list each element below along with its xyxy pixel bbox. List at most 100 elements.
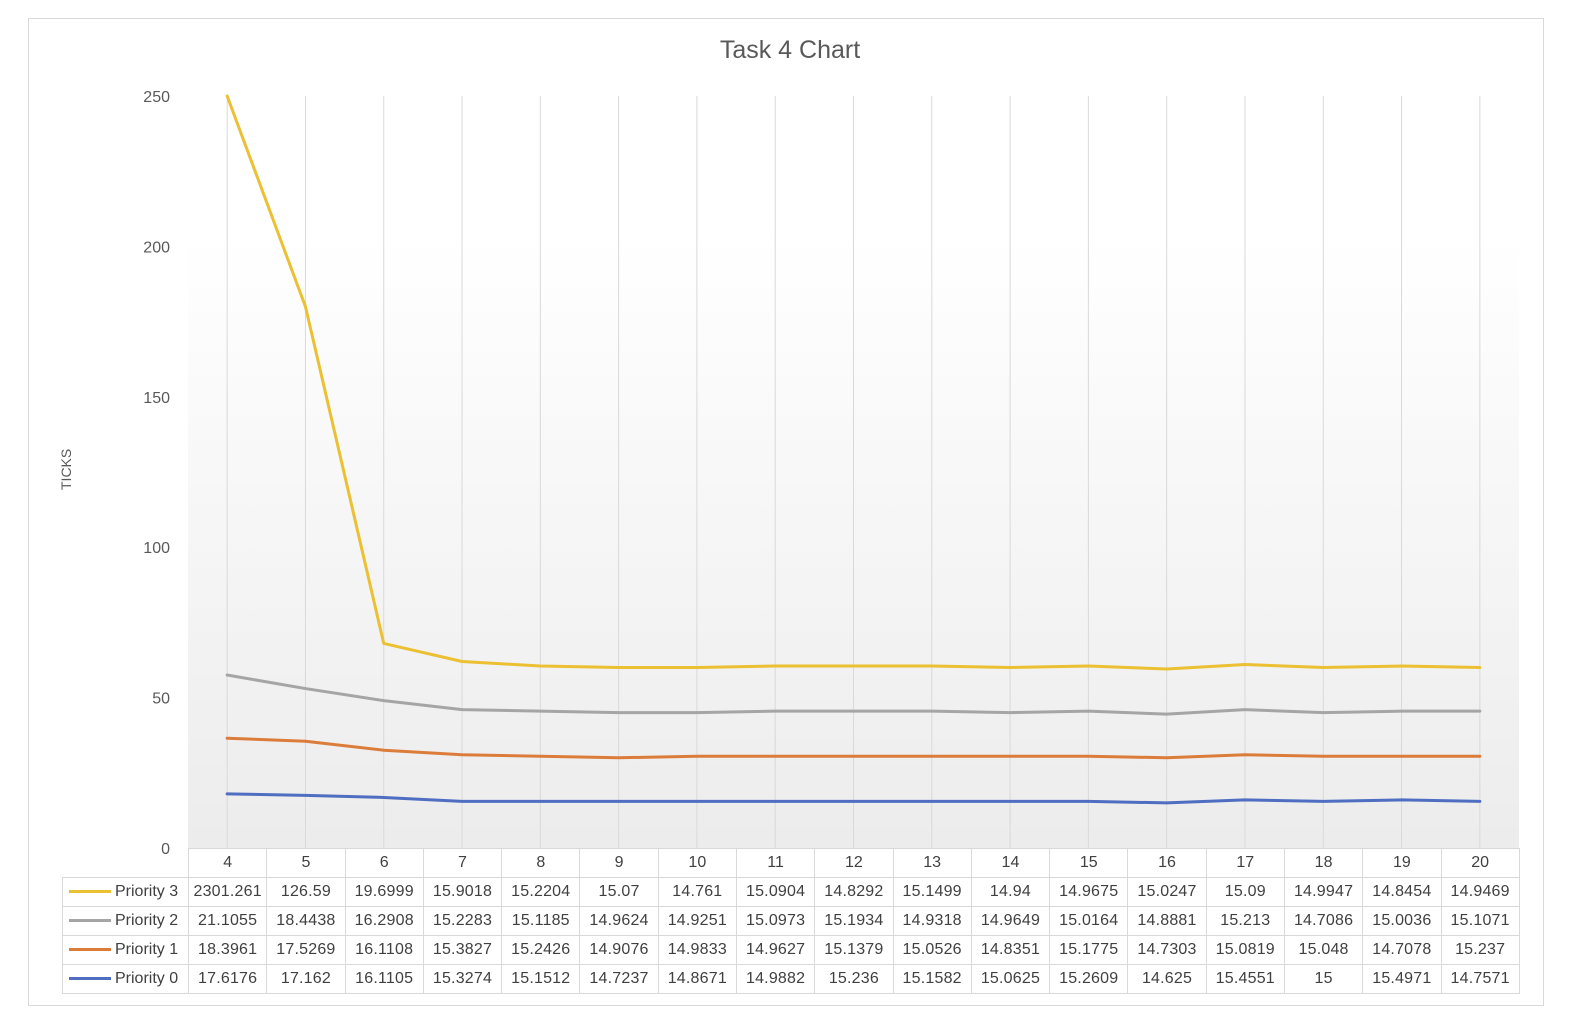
table-cell: 14.9882 xyxy=(735,964,816,994)
table-cell: 14.8671 xyxy=(657,964,737,994)
series-line-priority-1 xyxy=(225,736,1482,760)
table-cell: 15.1499 xyxy=(892,877,972,907)
table-cell: 14.7571 xyxy=(1440,964,1520,994)
data-label: 14.9947 xyxy=(1293,883,1354,900)
x-tick-label: 15 xyxy=(1049,848,1129,878)
legend-label: Priority 1 xyxy=(115,941,179,958)
y-tick-label-50: 50 xyxy=(152,691,170,708)
data-label: 15.213 xyxy=(1220,912,1271,929)
data-label: 14.94 xyxy=(989,883,1031,900)
table-cell: 15.0247 xyxy=(1127,877,1207,907)
data-label: 14.9833 xyxy=(667,941,727,958)
data-label: 14.9627 xyxy=(745,941,806,958)
table-cell: 15.0819 xyxy=(1205,935,1285,965)
data-label: 15.1934 xyxy=(824,912,884,929)
data-label: 15.1379 xyxy=(824,941,884,958)
data-label: 14.9882 xyxy=(745,970,806,987)
data-label: 15.0625 xyxy=(980,970,1041,987)
data-label: 15.07 xyxy=(598,883,640,900)
table-cell: 17.5269 xyxy=(266,935,346,965)
y-tick-label-150: 150 xyxy=(143,390,170,407)
table-cell: 15.07 xyxy=(579,877,659,907)
legend-entry: Priority 0 xyxy=(62,964,189,994)
table-cell: 17.6176 xyxy=(187,964,268,994)
data-label: 14.625 xyxy=(1141,970,1193,987)
table-cell: 21.1055 xyxy=(187,906,268,936)
legend-swatch xyxy=(69,948,111,952)
table-row: Priority 1 18.3961 17.5269 16.1108 15.3827 15… xyxy=(62,935,1520,965)
data-label: 14.9076 xyxy=(589,941,649,958)
series-line-priority-3 xyxy=(225,94,1482,671)
table-cell: 14.9649 xyxy=(970,906,1051,936)
table-cell: 15 xyxy=(1283,964,1364,994)
data-label: 16.1108 xyxy=(355,941,414,958)
y-tick-label-200: 200 xyxy=(143,239,170,256)
table-cell: 16.1105 xyxy=(344,964,424,994)
y-tick-label-250: 250 xyxy=(143,89,170,106)
table-cell: 15.213 xyxy=(1205,906,1285,936)
table-cell: 15.1071 xyxy=(1440,906,1520,936)
table-cell: 14.9076 xyxy=(579,935,659,965)
table-cell: 15.1185 xyxy=(501,906,581,936)
x-tick-label: 4 xyxy=(187,848,268,878)
table-row: Priority 2 21.1055 18.4438 16.2908 15.2283 15… xyxy=(62,906,1520,936)
data-label: 15.1512 xyxy=(511,970,571,987)
data-label: 15.09 xyxy=(1224,883,1266,900)
table-cell: 14.625 xyxy=(1127,964,1207,994)
x-tick-label: 7 xyxy=(422,848,503,878)
data-label: 15.1071 xyxy=(1450,912,1510,929)
table-cell: 14.9675 xyxy=(1049,877,1129,907)
table-cell: 15.1582 xyxy=(892,964,972,994)
chart-title: Task 4 Chart xyxy=(719,36,861,64)
table-cell: 14.7303 xyxy=(1127,935,1207,965)
y-tick-label-100: 100 xyxy=(143,540,170,557)
table-cell: 14.761 xyxy=(657,877,737,907)
legend-swatch xyxy=(69,919,111,923)
x-tick-label: 8 xyxy=(501,848,581,878)
table-cell: 15.0164 xyxy=(1049,906,1129,936)
data-label: 17.6176 xyxy=(198,970,258,987)
data-label: 14.8671 xyxy=(667,970,727,987)
data-label: 16.1105 xyxy=(355,970,414,987)
table-cell: 14.9251 xyxy=(657,906,737,936)
data-label: 14.9469 xyxy=(1450,883,1510,900)
table-cell: 14.9833 xyxy=(657,935,737,965)
data-label: 14.9649 xyxy=(980,912,1041,929)
data-label: 14.7086 xyxy=(1293,912,1354,929)
table-cell: 14.9624 xyxy=(579,906,659,936)
data-label: 15.0819 xyxy=(1215,941,1275,958)
legend-label: Priority 3 xyxy=(115,883,179,900)
data-label: 15.3827 xyxy=(432,941,493,958)
table-cell: 14.9627 xyxy=(735,935,816,965)
data-label: 126.59 xyxy=(280,883,331,900)
x-tick-label: 6 xyxy=(344,848,424,878)
data-table: 4 5 6 7 8 9 10 11 12 13 14 15 16 17 18 19 20 Priority 3 23… xyxy=(62,848,1520,994)
table-cell: 14.8292 xyxy=(814,877,894,907)
table-cell: 15.1934 xyxy=(814,906,894,936)
data-label: 15.9018 xyxy=(432,883,493,900)
table-row: Priority 3 2301.261 126.59 19.6999 15.9018 15… xyxy=(62,877,1520,907)
legend-entry: Priority 2 xyxy=(62,906,189,936)
series-line-priority-0 xyxy=(225,792,1482,805)
data-label: 15.0526 xyxy=(902,941,962,958)
data-label: 14.9675 xyxy=(1059,883,1119,900)
data-label: 14.9318 xyxy=(902,912,962,929)
table-cell: 15.2609 xyxy=(1049,964,1129,994)
table-cell: 14.9318 xyxy=(892,906,972,936)
table-cell: 15.0036 xyxy=(1362,906,1442,936)
table-row: Priority 0 17.6176 17.162 16.1105 15.3274 15.… xyxy=(62,964,1520,994)
data-label: 15 xyxy=(1314,970,1333,987)
table-cell: 2301.261 xyxy=(187,877,268,907)
data-label: 14.761 xyxy=(672,883,723,900)
table-header-row: 4 5 6 7 8 9 10 11 12 13 14 15 16 17 18 19 20 xyxy=(62,848,1520,878)
table-cell: 14.7237 xyxy=(579,964,659,994)
legend-label: Priority 2 xyxy=(115,912,179,929)
data-label: 15.4971 xyxy=(1372,970,1432,987)
table-cell: 15.1512 xyxy=(501,964,581,994)
data-label: 21.1055 xyxy=(198,912,258,929)
x-tick-label: 16 xyxy=(1127,848,1207,878)
data-label: 17.5269 xyxy=(276,941,336,958)
table-cell: 14.8881 xyxy=(1127,906,1207,936)
table-cell: 14.8351 xyxy=(970,935,1051,965)
